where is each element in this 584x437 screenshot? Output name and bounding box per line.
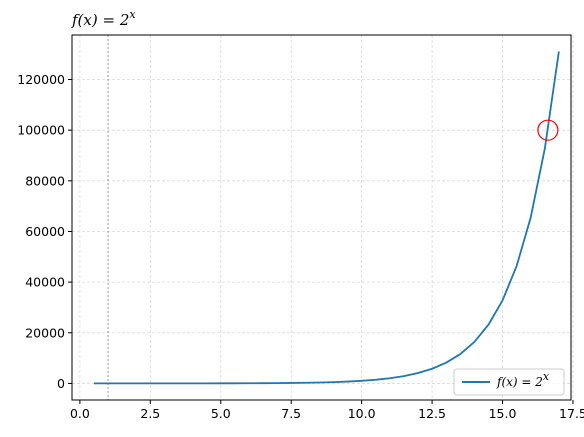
x-tick-label: 10.0 (348, 406, 376, 421)
x-tick-label: 7.5 (281, 406, 301, 421)
highlight-group (537, 119, 559, 141)
y-tick-label: 80000 (25, 173, 65, 188)
plot-area-frame (71, 34, 572, 401)
chart-title-base: f(x) = 2 (71, 11, 129, 29)
chart-title-exponent: x (129, 8, 136, 21)
y-tick-label: 60000 (25, 224, 65, 239)
series-group (93, 51, 560, 385)
x-tick-label: 2.5 (140, 406, 160, 421)
x-axis: 0.0 2.5 5.0 7.5 10.0 12.5 15.0 17.5 (70, 400, 584, 421)
y-tick-label: 40000 (25, 275, 65, 290)
x-tick-label: 5.0 (211, 406, 231, 421)
y-tick-label: 100000 (17, 123, 65, 138)
legend: f(x) = 2x (453, 368, 565, 396)
highlight-circle (537, 119, 559, 141)
legend-box (453, 368, 565, 396)
y-tick-label: 20000 (25, 325, 65, 340)
y-axis: 0 20000 40000 60000 80000 100000 120000 (17, 72, 72, 391)
chart-title: f(x) = 2x (71, 8, 136, 29)
x-tick-label: 17.5 (559, 406, 584, 421)
series-line (93, 51, 560, 385)
x-tick-label: 15.0 (489, 406, 517, 421)
legend-label-base: f(x) = 2 (496, 375, 543, 389)
y-tick-label: 120000 (17, 72, 65, 87)
legend-label-exponent: x (543, 370, 550, 383)
legend-label: f(x) = 2x (496, 370, 550, 389)
x-tick-label: 0.0 (70, 406, 90, 421)
x-tick-label: 12.5 (418, 406, 446, 421)
y-tick-label: 0 (57, 376, 65, 391)
